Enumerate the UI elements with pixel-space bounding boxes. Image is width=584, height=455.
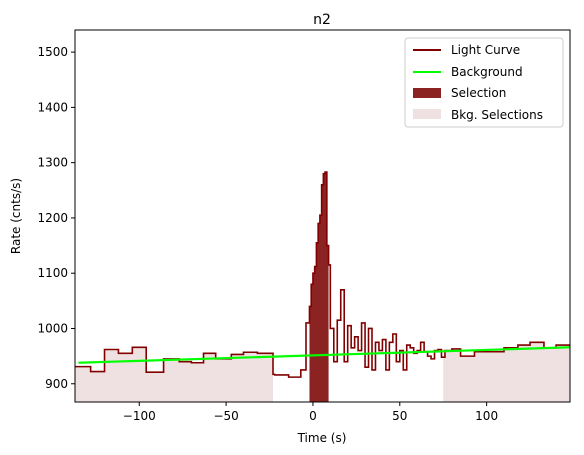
legend: Light Curve Background Selection Bkg. Se… [404, 37, 564, 128]
background-fit-layer [78, 346, 570, 364]
y-tick-label: 1100 [37, 266, 68, 280]
legend-selection-label: Selection [451, 86, 506, 100]
legend-selection-swatch [413, 88, 441, 98]
legend-bkg-selections-label: Bkg. Selections [451, 108, 543, 122]
x-tick-label: 50 [392, 409, 407, 423]
selection-region [309, 172, 329, 402]
y-axis-label: Rate (cnts/s) [9, 178, 23, 254]
y-tick-label: 1000 [37, 321, 68, 335]
x-axis: −100 −50 0 50 100 [123, 402, 498, 423]
background-fit-line [78, 346, 570, 364]
y-tick-label: 1500 [37, 45, 68, 59]
y-tick-label: 1200 [37, 211, 68, 225]
plot-frame [74, 29, 571, 403]
x-tick-label: −50 [213, 409, 238, 423]
light-curve-line [75, 171, 570, 378]
legend-bkg-selections-swatch [413, 109, 441, 119]
legend-light-curve-label: Light Curve [451, 43, 520, 57]
legend-box [404, 37, 564, 128]
legend-background-label: Background [451, 65, 523, 79]
bkg-selection-region-1 [443, 342, 570, 402]
selection-layer [309, 172, 329, 402]
x-tick-label: 100 [475, 409, 498, 423]
x-tick-label: 0 [309, 409, 317, 423]
chart-title: n2 [313, 12, 331, 28]
x-axis-label: Time (s) [297, 431, 347, 445]
y-tick-label: 1400 [37, 100, 68, 114]
y-tick-label: 1300 [37, 156, 68, 170]
y-axis: 900 1000 1100 1200 1300 1400 1500 [37, 45, 75, 391]
y-tick-label: 900 [45, 377, 68, 391]
light-curve-layer [75, 171, 570, 378]
x-tick-label: −100 [123, 409, 156, 423]
